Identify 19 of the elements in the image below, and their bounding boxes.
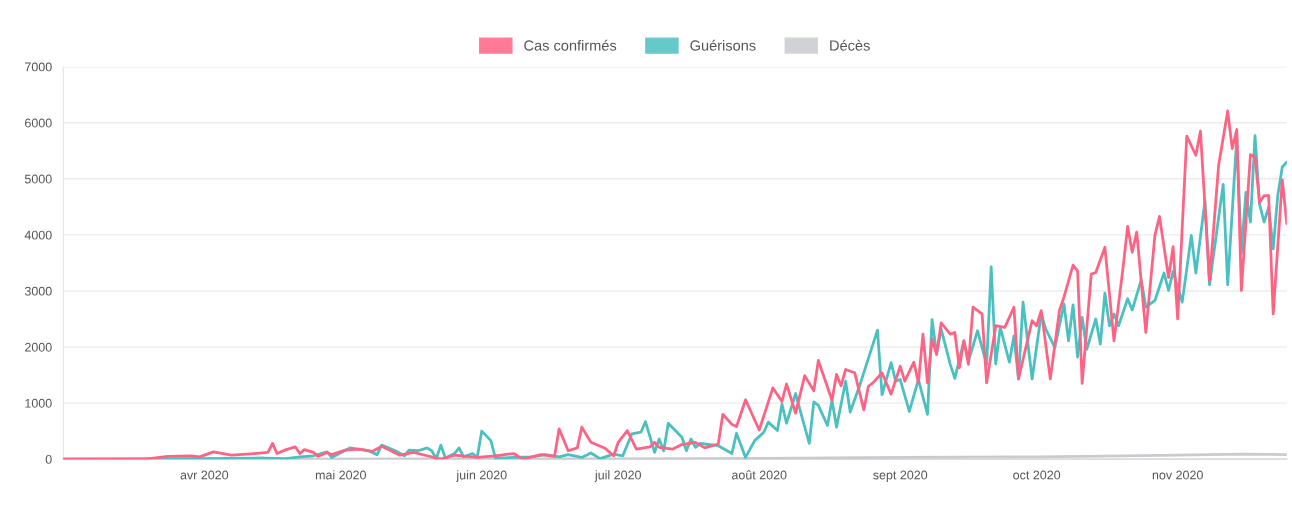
y-tick-label: 1000 bbox=[25, 398, 52, 408]
x-tick-label: juil 2020 bbox=[594, 470, 642, 482]
x-tick-label: juin 2020 bbox=[456, 470, 507, 482]
y-tick-label: 6000 bbox=[25, 118, 52, 128]
legend-label: Cas confirmés bbox=[524, 39, 617, 51]
x-tick-label: mai 2020 bbox=[315, 470, 366, 480]
x-tick-label: avr 2020 bbox=[180, 470, 229, 480]
y-tick-label: 2000 bbox=[25, 342, 52, 352]
x-tick-label: août 2020 bbox=[731, 470, 787, 480]
x-tick-label: oct 2020 bbox=[1013, 470, 1061, 480]
legend-label: Guérisons bbox=[690, 39, 756, 51]
y-tick-label: 0 bbox=[45, 454, 52, 464]
y-tick-label: 4000 bbox=[24, 230, 52, 240]
y-tick-label: 5000 bbox=[24, 174, 52, 184]
x-tick-label: nov 2020 bbox=[1152, 470, 1203, 480]
y-tick-label: 7000 bbox=[25, 62, 52, 72]
y-tick-label: 3000 bbox=[24, 286, 52, 296]
legend-label: Décès bbox=[830, 39, 870, 51]
x-tick-label: sept 2020 bbox=[873, 470, 928, 482]
